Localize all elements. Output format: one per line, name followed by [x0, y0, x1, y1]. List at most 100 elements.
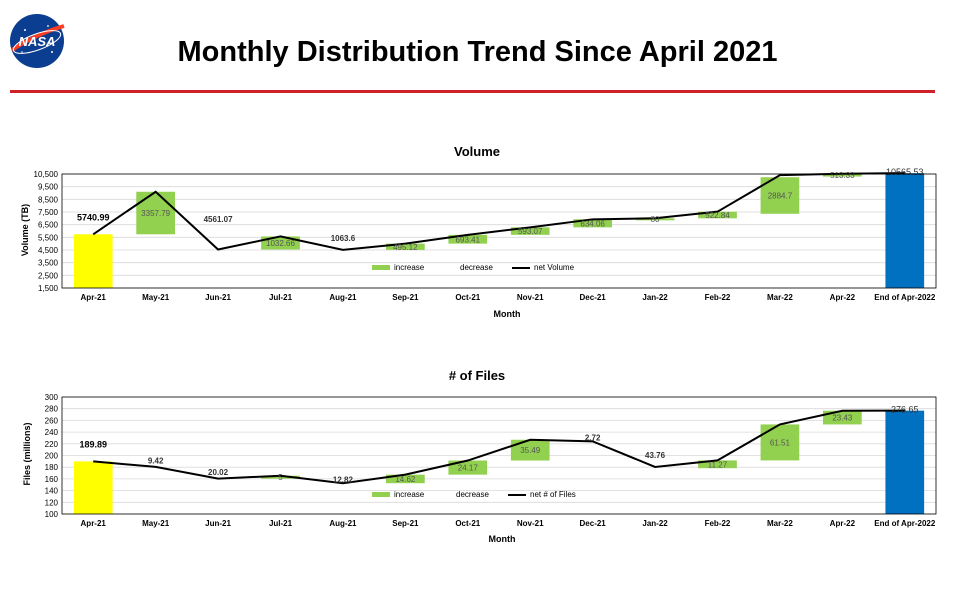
increase-value-label: 24.17	[458, 464, 479, 473]
increase-bar	[573, 219, 612, 228]
increase-value-label: 1032.66	[266, 239, 295, 248]
x-tick-label: End of Apr-2022	[874, 293, 936, 302]
x-tick-label: End of Apr-2022	[874, 519, 936, 528]
y-axis-title: Volume (TB)	[20, 204, 30, 256]
x-tick-label: Nov-21	[517, 293, 544, 302]
y-tick-label: 200	[45, 452, 59, 461]
increase-bar	[510, 439, 550, 461]
start-value-label: 189.89	[79, 439, 107, 449]
increase-value-label: 2884.7	[768, 192, 793, 201]
decrease-value-label: 20.02	[208, 468, 229, 477]
net-files-line	[93, 409, 905, 485]
legend-increase-label: increase	[394, 490, 425, 499]
y-tick-label: 7,500	[38, 208, 59, 217]
x-tick-label: Jul-21	[269, 519, 293, 528]
x-tick-label: Aug-21	[329, 293, 357, 302]
y-tick-label: 300	[45, 393, 59, 402]
data-labels: 189.89 276.65 5 14.62 24.17 35.49 11.27 61.51 23…	[79, 405, 918, 485]
decrease-value-label: 1063.6	[331, 234, 356, 243]
page-title: Monthly Distribution Trend Since April 2…	[177, 36, 778, 68]
data-labels: 5740.99 10565.53 3357.79 1032.66 495.12 693.4…	[77, 167, 924, 252]
y-tick-label: 3,500	[38, 259, 59, 268]
nasa-logo: NASA	[10, 14, 65, 68]
x-tick-label: May-21	[142, 293, 170, 302]
y-tick-label: 10,500	[34, 170, 59, 179]
decrease-value-label: 9.42	[148, 457, 164, 466]
increase-bar	[760, 424, 800, 461]
end-bar	[885, 410, 925, 514]
increase-value-label: 693.41	[456, 235, 481, 244]
y-tick-label: 100	[45, 510, 59, 519]
title-divider	[10, 90, 935, 93]
increase-bar	[823, 173, 862, 177]
increase-bar	[510, 227, 550, 235]
y-tick-labels: 10,500 9,500 8,500 7,500 6,500 5,500 4,500 3,50…	[34, 170, 59, 293]
y-tick-label: 1,500	[38, 284, 59, 293]
increase-value-label: 11.27	[708, 460, 728, 469]
legend: increase decrease net # of Files	[372, 490, 576, 499]
y-axis-title: Files (millions)	[22, 422, 32, 485]
x-tick-label: Jun-21	[205, 293, 231, 302]
x-tick-label: May-21	[142, 519, 170, 528]
increase-value-label: 634.06	[580, 219, 605, 228]
y-tick-label: 260	[45, 416, 59, 425]
start-bar	[73, 234, 113, 288]
plot-area-border	[61, 396, 937, 515]
x-tick-label: Mar-22	[767, 519, 793, 528]
increase-bar	[823, 410, 862, 425]
y-tick-label: 8,500	[38, 195, 59, 204]
increase-bar	[261, 236, 300, 250]
legend: increase decrease net Volume	[372, 263, 575, 272]
bars	[73, 173, 925, 288]
start-value-label: 5740.99	[77, 212, 110, 222]
x-tick-label: Dec-21	[580, 519, 607, 528]
increase-bar	[136, 191, 175, 235]
increase-value-label: 495.12	[393, 243, 418, 252]
decrease-value-label: 12.82	[333, 475, 354, 484]
y-tick-label: 6,500	[38, 221, 59, 230]
volume-chart: Volume Volume (TB) Month 10,500 9,500 8,50…	[20, 144, 937, 319]
increase-value-label: 61.51	[770, 438, 791, 447]
logo-wordmark: NASA	[19, 34, 56, 49]
y-tick-label: 240	[45, 428, 59, 437]
y-tick-label: 140	[45, 487, 59, 496]
increase-value-label: 35.49	[520, 446, 541, 455]
x-tick-label: Mar-22	[767, 293, 793, 302]
y-tick-label: 2,500	[38, 271, 59, 280]
x-tick-label: Feb-22	[705, 293, 731, 302]
increase-bar	[698, 211, 737, 219]
increase-bar	[698, 460, 737, 469]
x-tick-label: Apr-21	[81, 519, 107, 528]
increase-value-label: 5	[278, 473, 283, 482]
x-tick-label: Oct-21	[455, 519, 480, 528]
end-value-label: 10565.53	[886, 167, 924, 177]
increase-value-label: 80	[651, 215, 660, 224]
y-tick-label: 5,500	[38, 233, 59, 242]
increase-value-label: 593.07	[518, 227, 543, 236]
x-tick-label: Aug-21	[329, 519, 357, 528]
decrease-value-label: 43.76	[645, 451, 666, 460]
y-tick-label: 180	[45, 463, 59, 472]
x-axis-title: Month	[489, 534, 516, 544]
increase-value-label: 14.62	[395, 475, 416, 484]
grid-lines	[62, 396, 936, 515]
x-tick-label: Oct-21	[455, 293, 480, 302]
bars	[73, 410, 925, 514]
y-tick-label: 120	[45, 498, 59, 507]
x-tick-label: Nov-21	[517, 519, 544, 528]
legend-increase-swatch	[372, 265, 390, 270]
x-tick-labels: Apr-21 May-21 Jun-21 Jul-21 Aug-21 Sep-21 Oct-…	[81, 519, 936, 528]
increase-value-label: 513.33	[830, 171, 855, 180]
legend-decrease-label: decrease	[460, 263, 493, 272]
y-tick-label: 4,500	[38, 246, 59, 255]
increase-bar	[261, 475, 300, 479]
increase-value-label: 522.84	[705, 211, 730, 220]
plot-area-border	[61, 173, 937, 289]
increase-value-label: 3357.79	[141, 209, 170, 218]
y-tick-label: 160	[45, 475, 59, 484]
decrease-value-label: 2.72	[585, 433, 601, 442]
x-tick-label: Sep-21	[392, 293, 419, 302]
x-tick-label: Sep-21	[392, 519, 419, 528]
legend-increase-swatch	[372, 492, 390, 497]
y-tick-labels: 300 280 260 240 220 200 180 160 140 120 100	[45, 393, 59, 519]
